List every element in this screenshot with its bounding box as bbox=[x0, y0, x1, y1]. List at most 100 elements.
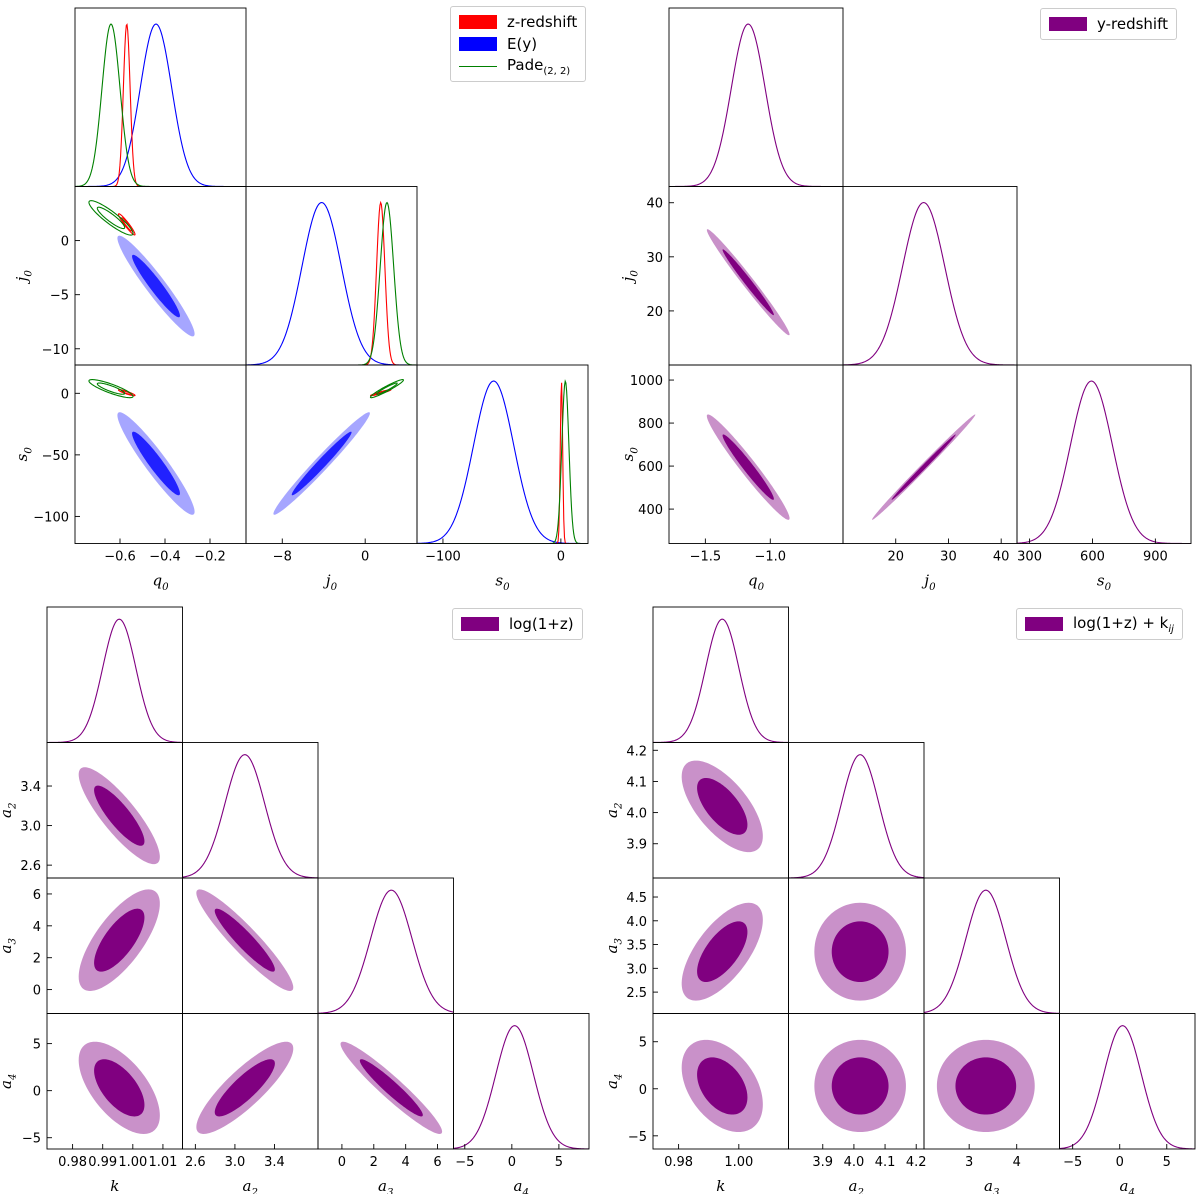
axis-label: a2 bbox=[603, 803, 625, 818]
contour-inner bbox=[214, 1059, 275, 1117]
marginal-curve bbox=[453, 1025, 589, 1149]
contour-a2-vs-a3 bbox=[196, 889, 294, 991]
axis-label-subscript: 2 bbox=[8, 803, 19, 810]
contour-outer bbox=[88, 379, 134, 399]
contour-j0-vs-s0 bbox=[273, 379, 405, 515]
axis-label-subscript: 3 bbox=[8, 938, 19, 944]
y-tick-label: −10 bbox=[42, 343, 69, 358]
contour-k-vs-a4 bbox=[78, 1041, 160, 1134]
contour-q0-vs-s0 bbox=[706, 414, 790, 520]
x-tick-label: 0 bbox=[338, 1155, 346, 1170]
cell-frame bbox=[788, 742, 925, 879]
axis-label: j0 bbox=[323, 572, 338, 594]
marginal-curve bbox=[1059, 1025, 1195, 1149]
marginal-curve bbox=[843, 202, 1017, 365]
contour-inner bbox=[376, 382, 398, 395]
cell-frame bbox=[416, 364, 589, 544]
x-tick-label: −1.0 bbox=[754, 550, 786, 565]
legend-entry: Pade(2, 2) bbox=[459, 55, 577, 77]
y-tick-label: −5 bbox=[50, 289, 69, 304]
marginal-curve bbox=[246, 202, 417, 365]
x-tick-label: 0.98 bbox=[664, 1155, 693, 1170]
x-tick-label: −1.5 bbox=[690, 550, 722, 565]
legend-bottom-left: log(1+z) bbox=[452, 608, 583, 640]
contour-inner bbox=[891, 434, 956, 500]
marginal-curve bbox=[924, 889, 1060, 1014]
y-tick-label: 0 bbox=[639, 1083, 647, 1098]
contour-k-vs-a3 bbox=[681, 902, 763, 1001]
marginal-curve bbox=[318, 889, 454, 1014]
x-tick-label: −0.2 bbox=[194, 550, 226, 565]
marginal-curve bbox=[788, 754, 924, 878]
axis-label: j0 bbox=[921, 572, 936, 594]
y-tick-label: 0 bbox=[61, 235, 69, 250]
axis-label-subscript: 3 bbox=[614, 938, 625, 944]
marginal-a3 bbox=[924, 889, 1060, 1014]
legend-line-pade bbox=[459, 65, 497, 67]
axis-label: a3 bbox=[984, 1177, 999, 1194]
contour-inner bbox=[722, 249, 774, 316]
axis-label: a4 bbox=[514, 1177, 529, 1194]
marginal-j0 bbox=[843, 202, 1017, 365]
x-tick-label: 0 bbox=[1116, 1155, 1124, 1170]
y-tick-label: 4.0 bbox=[626, 915, 647, 930]
legend-entry: E(y) bbox=[459, 33, 577, 55]
x-tick-label: 4.1 bbox=[875, 1155, 896, 1170]
contour-q0-vs-j0 bbox=[88, 200, 195, 337]
x-tick-label: −0.4 bbox=[149, 550, 181, 565]
axis-label-subscript: 0 bbox=[331, 582, 338, 593]
y-tick-label: 2 bbox=[33, 952, 41, 967]
axis-label-subscript: 0 bbox=[758, 582, 765, 593]
marginal-q0 bbox=[75, 23, 246, 187]
legend-top-right: y-redshift bbox=[1040, 8, 1178, 40]
marginal-curve bbox=[246, 200, 417, 365]
contour-a2-vs-a4 bbox=[196, 1041, 294, 1134]
axis-label: a2 bbox=[849, 1177, 864, 1194]
y-tick-label: 0 bbox=[33, 1085, 41, 1100]
contour-k-vs-a2 bbox=[681, 760, 763, 853]
contour-inner bbox=[214, 908, 275, 972]
marginal-curve bbox=[417, 380, 588, 544]
y-tick-label: 3.9 bbox=[626, 838, 647, 853]
contour-outer bbox=[88, 200, 134, 236]
contour-inner bbox=[955, 1057, 1017, 1115]
axis-label: s0 bbox=[13, 447, 35, 462]
axis-label: q0 bbox=[152, 572, 169, 594]
cell-frame bbox=[453, 1013, 590, 1150]
axis-label-subscript: 3 bbox=[993, 1188, 999, 1194]
contour-inner bbox=[94, 908, 145, 972]
legend-label-e-y: E(y) bbox=[507, 35, 538, 53]
y-tick-label: 800 bbox=[638, 417, 663, 432]
x-tick-label: −0.6 bbox=[104, 550, 136, 565]
corner-plot-top-right: 20 30 40 j0 −1.5 −1.0 q0 400 600 800 1000 s0 20 30 40 j… bbox=[619, 7, 1192, 594]
axis-label: a3 bbox=[378, 1177, 393, 1194]
y-tick-label: 20 bbox=[646, 305, 663, 320]
x-tick-label: 6 bbox=[433, 1155, 441, 1170]
contour-inner bbox=[722, 434, 774, 500]
axis-label: a2 bbox=[0, 803, 19, 818]
axis-label: a3 bbox=[0, 938, 19, 953]
x-tick-label: −100 bbox=[425, 550, 461, 565]
contour-a3-vs-a4 bbox=[936, 1039, 1035, 1133]
x-tick-label: 3.4 bbox=[264, 1155, 285, 1170]
y-tick-label: 4.5 bbox=[626, 891, 647, 906]
x-tick-label: 2 bbox=[370, 1155, 378, 1170]
contour-inner bbox=[132, 254, 180, 318]
x-tick-label: 4 bbox=[402, 1155, 410, 1170]
y-tick-label: 4.0 bbox=[626, 807, 647, 822]
contour-inner bbox=[121, 217, 133, 232]
y-tick-label: 600 bbox=[638, 460, 663, 475]
y-tick-label: 2.5 bbox=[626, 986, 647, 1001]
contour-k-vs-a3 bbox=[78, 889, 160, 991]
legend-label-z-redshift: z-redshift bbox=[507, 13, 578, 31]
x-tick-label: 20 bbox=[887, 550, 904, 565]
axis-label: j0 bbox=[619, 270, 641, 285]
marginal-curve bbox=[75, 23, 246, 187]
y-tick-label: 5 bbox=[639, 1036, 647, 1051]
x-tick-label: 5 bbox=[555, 1155, 563, 1170]
contour-inner bbox=[697, 921, 748, 983]
contour-inner bbox=[94, 785, 145, 846]
marginal-a2 bbox=[788, 754, 924, 878]
